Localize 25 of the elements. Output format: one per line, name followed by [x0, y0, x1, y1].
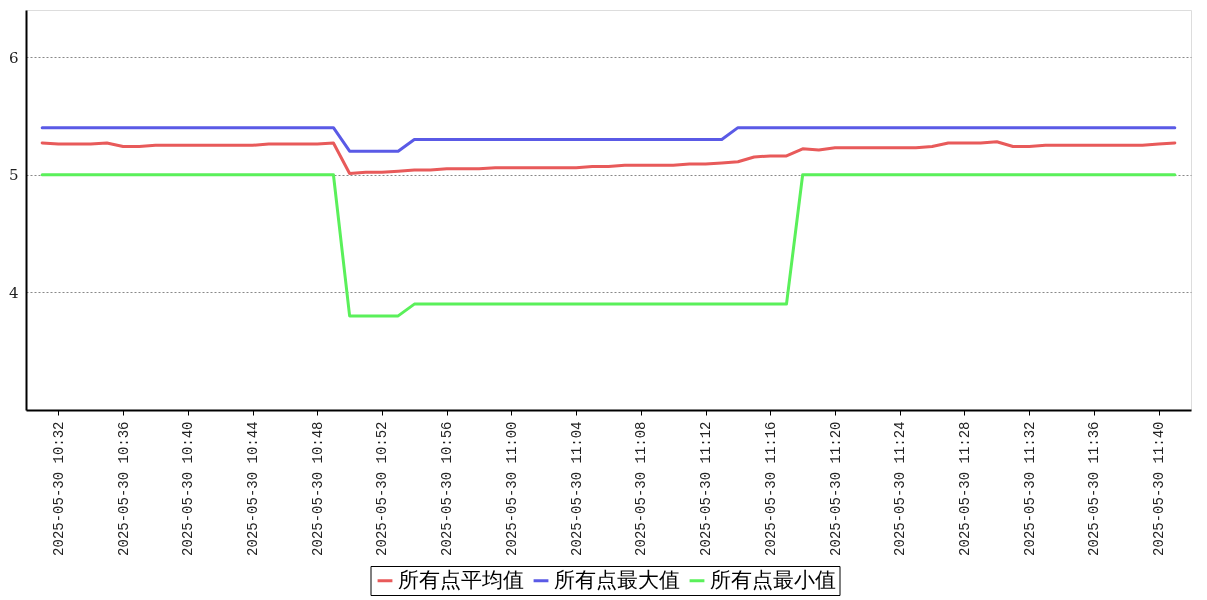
x-tick-label: 2025-05-30 11:00 — [503, 421, 520, 556]
x-tick-label: 2025-05-30 11:36 — [1086, 421, 1103, 556]
x-tick-label: 2025-05-30 11:08 — [633, 421, 650, 556]
legend-label: 所有点最小值 — [709, 567, 836, 592]
x-tick-label: 2025-05-30 10:40 — [180, 421, 197, 556]
x-tick-label: 2025-05-30 11:20 — [827, 421, 844, 556]
legend-label: 所有点平均值 — [397, 567, 524, 592]
x-tick-label: 2025-05-30 10:44 — [245, 421, 262, 556]
y-tick-label: 4 — [8, 283, 19, 302]
x-tick-label: 2025-05-30 11:12 — [698, 421, 715, 556]
x-tick-label: 2025-05-30 10:52 — [374, 421, 391, 556]
legend-label: 所有点最大值 — [553, 567, 680, 592]
line-series — [40, 140, 1177, 176]
y-tick-label: 5 — [8, 166, 19, 185]
x-tick-label: 2025-05-30 11:24 — [892, 421, 909, 556]
x-tick-label: 2025-05-30 10:32 — [50, 421, 67, 556]
x-tick-label: 2025-05-30 11:40 — [1151, 421, 1168, 556]
x-tick-label: 2025-05-30 11:16 — [762, 421, 779, 556]
x-tick-label: 2025-05-30 11:28 — [956, 421, 973, 556]
x-tick-label: 2025-05-30 11:32 — [1021, 421, 1038, 556]
x-tick-label: 2025-05-30 10:56 — [439, 421, 456, 556]
x-tick-label: 2025-05-30 10:48 — [309, 421, 326, 556]
x-tick-label: 2025-05-30 10:36 — [115, 421, 132, 556]
y-tick-label: 6 — [8, 48, 19, 67]
x-tick-label: 2025-05-30 11:04 — [568, 421, 585, 556]
